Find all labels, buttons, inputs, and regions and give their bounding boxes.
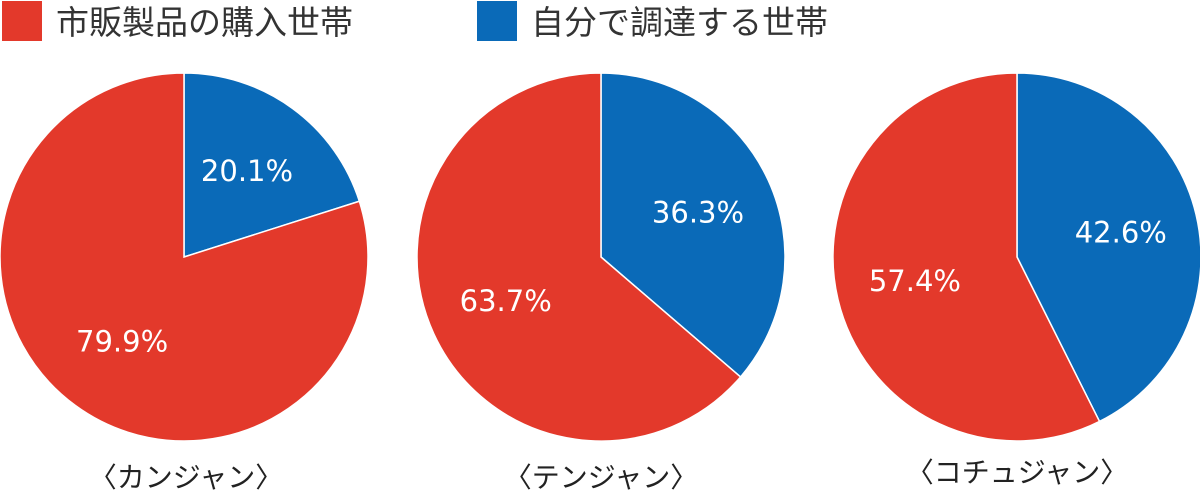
- legend-swatch-self-made: [477, 1, 517, 41]
- legend-swatch-purchased: [2, 1, 42, 41]
- legend-label-self-made: 自分で調達する世帯: [531, 3, 828, 42]
- pie-slice-self-made-kanjang: [183, 72, 361, 259]
- pie-slice-purchased-kanjang: [0, 72, 369, 442]
- pie-title-gochujang: 〈コチュジャン〉: [906, 456, 1129, 489]
- pie-label-purchased-doenjang: 63.7%: [460, 284, 552, 318]
- pie-title-doenjang: 〈テンジャン〉: [504, 461, 699, 494]
- pie-label-self-made-gochujang: 42.6%: [1075, 215, 1167, 249]
- pie-label-purchased-kanjang: 79.9%: [76, 325, 168, 359]
- pie-chart-gochujang: 42.6% 57.4% 〈コチュジャン〉: [832, 72, 1200, 489]
- pie-label-self-made-kanjang: 20.1%: [201, 154, 293, 188]
- pie-chart-doenjang: 36.3% 63.7% 〈テンジャン〉: [416, 72, 786, 494]
- pie-slice-purchased-doenjang: [416, 72, 742, 442]
- legend: 市販製品の購入世帯 自分で調達する世帯: [2, 1, 828, 42]
- pie-title-kanjang: 〈カンジャン〉: [89, 461, 284, 494]
- legend-label-purchased: 市販製品の購入世帯: [56, 3, 353, 42]
- legend-item-purchased: 市販製品の購入世帯: [2, 1, 353, 42]
- pie-chart-kanjang: 20.1% 79.9% 〈カンジャン〉: [0, 72, 369, 494]
- pie-label-self-made-doenjang: 36.3%: [652, 196, 744, 230]
- pie-slice-self-made-doenjang: [600, 72, 786, 378]
- pie-slice-self-made-gochujang: [1016, 72, 1200, 423]
- pies: 20.1% 79.9% 〈カンジャン〉 36.3% 63.7% 〈テンジャン〉 42.6% 5…: [0, 72, 1200, 494]
- pie-label-purchased-gochujang: 57.4%: [869, 264, 961, 298]
- legend-item-self-made: 自分で調達する世帯: [477, 1, 828, 42]
- pie-slice-purchased-gochujang: [832, 72, 1101, 442]
